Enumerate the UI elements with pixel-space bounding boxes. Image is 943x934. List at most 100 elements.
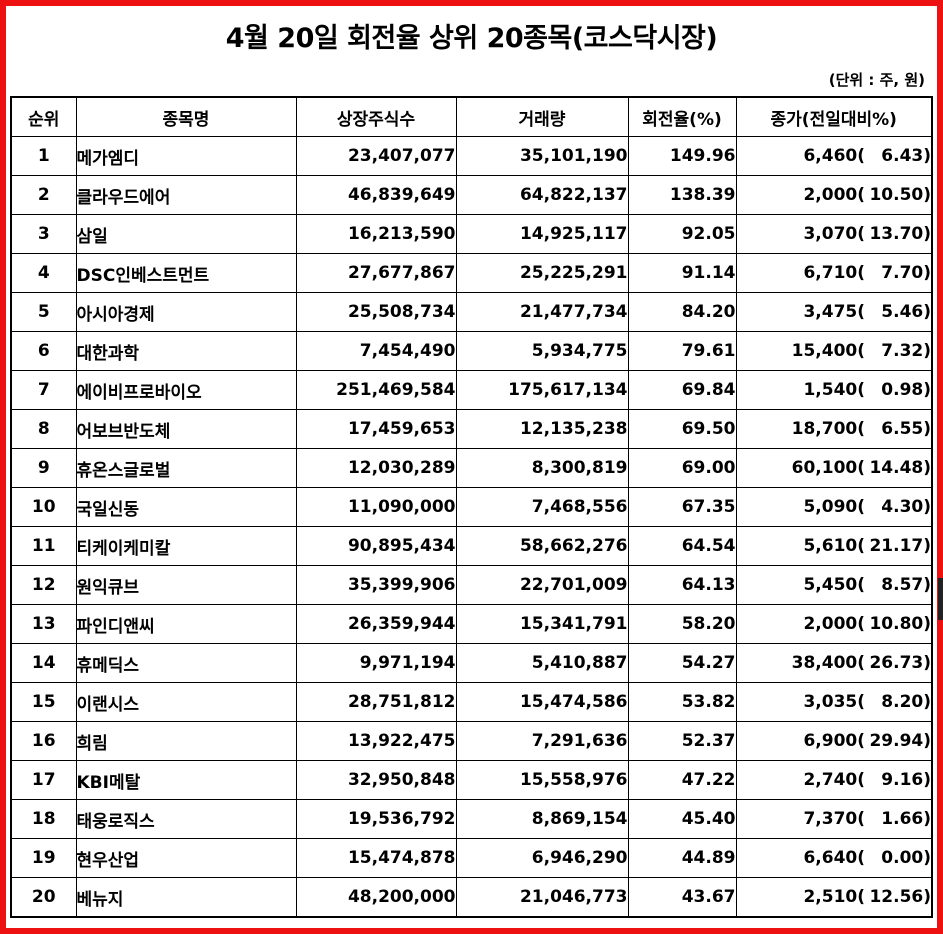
close-cell: 5,450( 8.57) xyxy=(735,565,933,605)
rank-cell: 2 xyxy=(10,175,77,215)
turnover-rank-table: 순위 종목명 상장주식수 거래량 회전율(%) 종가(전일대비%) 1 메가엠디 2… xyxy=(10,96,933,918)
rank-cell: 18 xyxy=(10,799,77,839)
close-change-pct: 5.46) xyxy=(881,302,931,322)
rank-cell: 9 xyxy=(10,448,77,488)
close-cell: 7,370(1.66) xyxy=(735,799,933,839)
close-price: 6,900( xyxy=(803,731,865,751)
header-shares: 상장주식수 xyxy=(295,96,457,137)
name-cell: DSC인베스트먼트 xyxy=(75,253,297,293)
close-cell: 38,400(26.73) xyxy=(735,643,933,683)
name-cell: 클라우드에어 xyxy=(75,175,297,215)
close-change-pct: 12.56) xyxy=(869,887,931,907)
header-row: 순위 종목명 상장주식수 거래량 회전율(%) 종가(전일대비%) xyxy=(10,96,933,137)
header-rank: 순위 xyxy=(10,96,77,137)
name-cell: 베뉴지 xyxy=(75,877,297,918)
close-price: 2,000( xyxy=(803,614,865,634)
volume-cell: 15,474,586 xyxy=(455,682,629,722)
volume-cell: 5,934,775 xyxy=(455,331,629,371)
close-change-pct: 0.98) xyxy=(881,380,931,400)
shares-cell: 46,839,649 xyxy=(295,175,457,215)
close-price: 7,370( xyxy=(803,809,865,829)
name-cell: 원익큐브 xyxy=(75,565,297,605)
turnover-cell: 91.14 xyxy=(627,253,737,293)
table-row: 19 현우산업 15,474,878 6,946,290 44.89 6,640(0.00… xyxy=(10,838,933,878)
rank-cell: 4 xyxy=(10,253,77,293)
close-price: 5,450( xyxy=(803,575,865,595)
close-price: 18,700( xyxy=(791,419,865,439)
close-change-pct: 21.17) xyxy=(869,536,931,556)
close-cell: 5,610(21.17) xyxy=(735,526,933,566)
table-row: 20 베뉴지 48,200,000 21,046,773 43.67 2,510(12.5… xyxy=(10,877,933,918)
close-cell: 2,510(12.56) xyxy=(735,877,933,918)
rank-cell: 10 xyxy=(10,487,77,527)
volume-cell: 175,617,134 xyxy=(455,370,629,410)
header-name: 종목명 xyxy=(75,96,297,137)
close-cell: 3,475(5.46) xyxy=(735,292,933,332)
scrollbar-fragment[interactable] xyxy=(938,578,943,620)
table-row: 3 삼일 16,213,590 14,925,117 92.05 3,070(13.70) xyxy=(10,214,933,254)
close-cell: 6,640(0.00) xyxy=(735,838,933,878)
turnover-cell: 84.20 xyxy=(627,292,737,332)
name-cell: KBI메탈 xyxy=(75,760,297,800)
turnover-cell: 92.05 xyxy=(627,214,737,254)
close-change-pct: 6.43) xyxy=(881,146,931,166)
table-row: 2 클라우드에어 46,839,649 64,822,137 138.39 2,000(1… xyxy=(10,175,933,215)
shares-cell: 11,090,000 xyxy=(295,487,457,527)
turnover-cell: 138.39 xyxy=(627,175,737,215)
table-row: 16 희림 13,922,475 7,291,636 52.37 6,900(29.94) xyxy=(10,721,933,761)
turnover-cell: 58.20 xyxy=(627,604,737,644)
close-cell: 3,035(8.20) xyxy=(735,682,933,722)
close-price: 15,400( xyxy=(791,341,865,361)
turnover-cell: 64.13 xyxy=(627,565,737,605)
close-cell: 2,000(10.50) xyxy=(735,175,933,215)
close-cell: 18,700(6.55) xyxy=(735,409,933,449)
shares-cell: 16,213,590 xyxy=(295,214,457,254)
rank-cell: 11 xyxy=(10,526,77,566)
name-cell: 티케이케미칼 xyxy=(75,526,297,566)
name-cell: 어보브반도체 xyxy=(75,409,297,449)
name-cell: 아시아경제 xyxy=(75,292,297,332)
shares-cell: 23,407,077 xyxy=(295,136,457,176)
table-row: 15 이랜시스 28,751,812 15,474,586 53.82 3,035(8.2… xyxy=(10,682,933,722)
close-cell: 6,460( 6.43) xyxy=(735,136,933,176)
close-price: 2,510( xyxy=(803,887,865,907)
close-price: 38,400( xyxy=(791,653,865,673)
shares-cell: 27,677,867 xyxy=(295,253,457,293)
close-cell: 6,900(29.94) xyxy=(735,721,933,761)
page-title: 4월 20일 회전율 상위 20종목(코스닥시장) xyxy=(225,23,718,54)
close-change-pct: 8.57) xyxy=(881,575,931,595)
rank-cell: 5 xyxy=(10,292,77,332)
table-row: 8 어보브반도체 17,459,653 12,135,238 69.50 18,700(6… xyxy=(10,409,933,449)
volume-cell: 64,822,137 xyxy=(455,175,629,215)
table-row: 12 원익큐브 35,399,906 22,701,009 64.13 5,450(8.5… xyxy=(10,565,933,605)
table-row: 6 대한과학 7,454,490 5,934,775 79.61 15,400(7.32) xyxy=(10,331,933,371)
rank-cell: 17 xyxy=(10,760,77,800)
volume-cell: 6,946,290 xyxy=(455,838,629,878)
volume-cell: 25,225,291 xyxy=(455,253,629,293)
table-row: 5 아시아경제 25,508,734 21,477,734 84.20 3,475(5.4… xyxy=(10,292,933,332)
name-cell: 메가엠디 xyxy=(75,136,297,176)
table-row: 14 휴메딕스 9,971,194 5,410,887 54.27 38,400(26.7… xyxy=(10,643,933,683)
table-row: 11 티케이케미칼 90,895,434 58,662,276 64.54 5,610(2… xyxy=(10,526,933,566)
name-cell: 삼일 xyxy=(75,214,297,254)
close-cell: 15,400( 7.32) xyxy=(735,331,933,371)
close-price: 6,460( xyxy=(803,146,865,166)
shares-cell: 13,922,475 xyxy=(295,721,457,761)
turnover-cell: 69.84 xyxy=(627,370,737,410)
volume-cell: 14,925,117 xyxy=(455,214,629,254)
close-cell: 3,070(13.70) xyxy=(735,214,933,254)
table-row: 1 메가엠디 23,407,077 35,101,190 149.96 6,460(6.4… xyxy=(10,136,933,176)
close-change-pct: 10.80) xyxy=(869,614,931,634)
close-change-pct: 7.32) xyxy=(881,341,931,361)
turnover-cell: 52.37 xyxy=(627,721,737,761)
rank-cell: 3 xyxy=(10,214,77,254)
rank-cell: 8 xyxy=(10,409,77,449)
shares-cell: 7,454,490 xyxy=(295,331,457,371)
shares-cell: 19,536,792 xyxy=(295,799,457,839)
name-cell: 현우산업 xyxy=(75,838,297,878)
turnover-cell: 54.27 xyxy=(627,643,737,683)
rank-cell: 12 xyxy=(10,565,77,605)
turnover-cell: 53.82 xyxy=(627,682,737,722)
volume-cell: 21,046,773 xyxy=(455,877,629,918)
